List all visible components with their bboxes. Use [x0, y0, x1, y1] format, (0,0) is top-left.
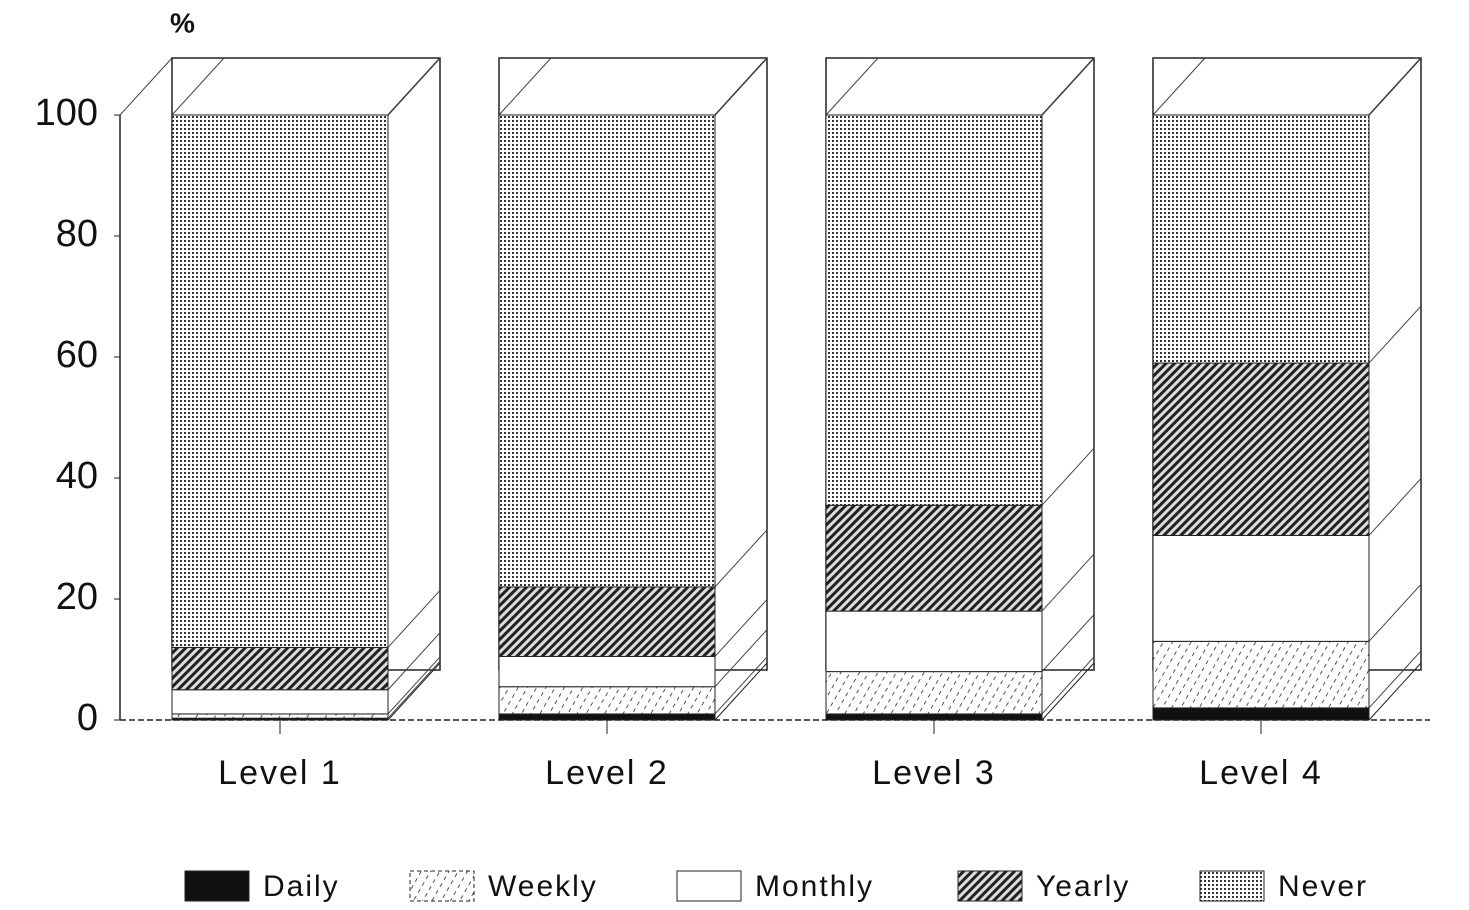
segment-edge [1368, 650, 1422, 709]
legend-swatch [409, 870, 475, 902]
segment-edge [1041, 447, 1095, 506]
bar-segment [1152, 707, 1370, 721]
bar-edge [498, 57, 552, 116]
bar-segment [1152, 534, 1370, 642]
bar-edge [714, 662, 768, 721]
x-tick-label: Level 3 [872, 754, 996, 792]
bar-segment [498, 713, 716, 721]
legend-label: Never [1278, 870, 1368, 903]
legend-swatch [957, 870, 1023, 902]
segment-edge [1041, 553, 1095, 612]
segment-edge [387, 57, 441, 116]
legend-label: Weekly [488, 870, 598, 903]
legend-swatch [1199, 870, 1265, 902]
bar-edge [1152, 57, 1206, 116]
x-tick-label: Level 1 [218, 754, 342, 792]
segment-edge [1041, 656, 1095, 715]
bar-segment [825, 610, 1043, 673]
segment-edge [387, 590, 441, 648]
segment-edge [714, 629, 768, 688]
segment-edge [714, 57, 768, 116]
segment-edge [387, 660, 441, 719]
segment-edge [1368, 305, 1422, 364]
segment-edge [714, 599, 768, 657]
bar-segment [1152, 114, 1370, 364]
bar-segment [498, 686, 716, 715]
y-tick-label: 0 [77, 697, 98, 739]
bar-segment [1152, 362, 1370, 536]
segment-edge [714, 656, 768, 715]
y-axis-label: % [170, 7, 195, 38]
bar-segment [1152, 640, 1370, 709]
segment-edge [387, 656, 441, 715]
y-tick-label: 100 [35, 92, 98, 134]
bar-edge [825, 57, 879, 116]
bar-segment [498, 586, 716, 657]
bar-segment [498, 114, 716, 588]
legend-label: Daily [263, 870, 340, 903]
bar-segment [825, 114, 1043, 506]
legend-label: Monthly [755, 870, 874, 903]
segment-edge [1041, 614, 1095, 672]
segment-edge [1368, 584, 1422, 642]
bar-edge [1368, 662, 1422, 721]
segment-edge [1041, 57, 1095, 116]
bar-segment [825, 713, 1043, 721]
y-tick-label: 20 [56, 576, 98, 618]
bar-segment [171, 646, 389, 691]
bar-segment [825, 504, 1043, 612]
legend-label: Yearly [1036, 870, 1130, 903]
x-tick-label: Level 2 [545, 754, 669, 792]
legend-swatch [676, 870, 742, 902]
x-tick-label: Level 4 [1199, 754, 1323, 792]
y-axis-3d [119, 57, 173, 116]
bar-edge [387, 662, 441, 721]
y-tick-label: 60 [56, 334, 98, 376]
legend-swatch [184, 870, 250, 902]
bar-segment [825, 671, 1043, 715]
bar-edge [171, 57, 225, 116]
bar-segment [498, 655, 716, 688]
segment-edge [714, 529, 768, 588]
y-tick-label: 40 [56, 455, 98, 497]
segment-edge [1368, 478, 1422, 536]
bar-segment [171, 689, 389, 715]
bar-segment [171, 114, 389, 648]
bar-edge [1041, 662, 1095, 721]
segment-edge [1368, 57, 1422, 116]
y-tick-label: 80 [56, 213, 98, 255]
segment-edge [387, 632, 441, 691]
bar-segment [171, 713, 389, 719]
